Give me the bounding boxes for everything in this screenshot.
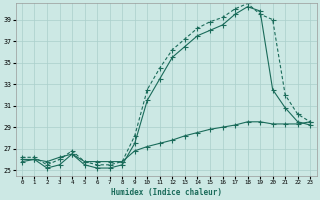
X-axis label: Humidex (Indice chaleur): Humidex (Indice chaleur) <box>111 188 221 197</box>
